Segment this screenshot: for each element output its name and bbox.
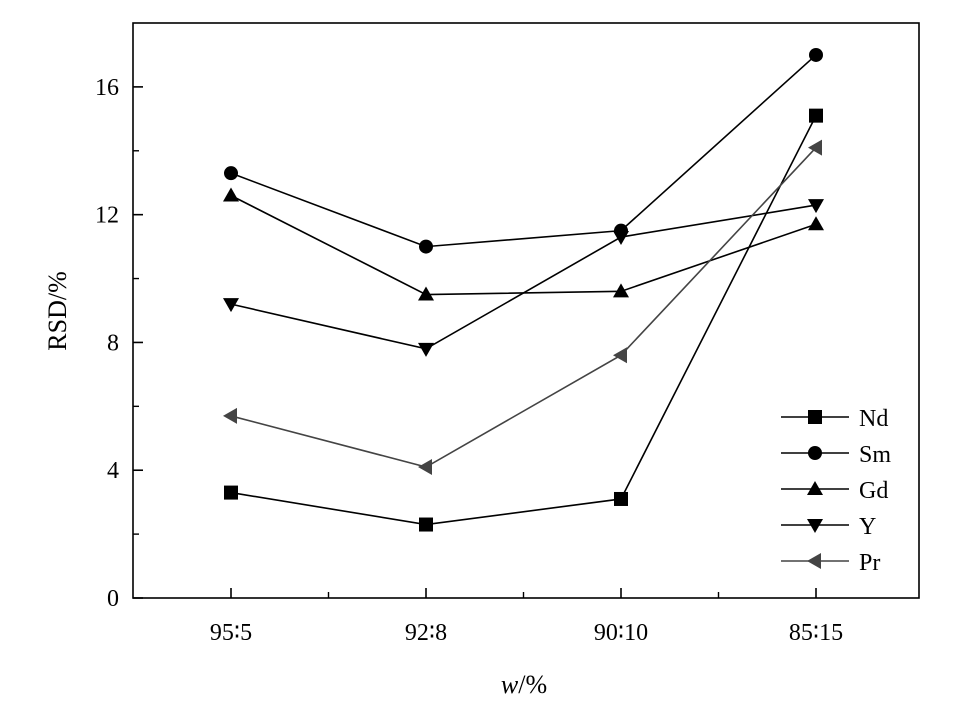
x-axis-title: w/%: [501, 670, 547, 699]
data-point: [224, 485, 238, 500]
series-nd: [224, 108, 823, 532]
series-y: [223, 199, 824, 357]
legend-label: Y: [859, 514, 876, 540]
series-line: [230, 204, 817, 350]
data-point: [613, 347, 627, 364]
y-tick-label: 16: [95, 75, 119, 101]
legend: Nd Sm Gd Y Pr: [781, 406, 891, 576]
legend-item: Pr: [781, 550, 880, 576]
y-axis-title: RSD/%: [43, 271, 72, 350]
x-tick-label: 95∶5: [210, 620, 252, 646]
data-point: [808, 199, 824, 214]
y-axis: 0 4 8 12 16: [95, 75, 143, 612]
legend-item: Y: [781, 514, 876, 540]
series-line: [230, 194, 817, 296]
plot-frame: [132, 22, 920, 599]
data-point: [613, 283, 629, 298]
series-pr: [223, 139, 822, 476]
legend-marker: [808, 446, 822, 460]
legend-marker: [807, 519, 823, 533]
legend-label: Gd: [859, 478, 888, 504]
legend-marker: [807, 481, 823, 495]
y-tick-label: 4: [107, 458, 119, 484]
data-point: [808, 139, 822, 156]
legend-label: Pr: [859, 550, 880, 576]
x-tick-label: 90∶10: [594, 620, 648, 646]
series-line: [230, 147, 817, 468]
data-point: [614, 491, 628, 506]
data-point: [809, 47, 823, 62]
data-point: [613, 231, 629, 246]
legend-marker: [808, 410, 822, 424]
series-line: [230, 115, 817, 526]
series-line: [230, 54, 817, 248]
y-tick-label: 8: [107, 330, 119, 356]
legend-label: Nd: [859, 406, 888, 432]
data-point: [419, 517, 433, 532]
series-sm: [224, 47, 823, 254]
y-tick-label: 12: [95, 203, 119, 229]
legend-marker: [807, 553, 821, 569]
legend-item: Gd: [781, 478, 888, 504]
data-point: [419, 239, 433, 254]
data-point: [809, 108, 823, 123]
data-point: [418, 459, 432, 476]
legend-item: Nd: [781, 406, 888, 432]
x-axis: 95∶5 92∶8 90∶10 85∶15: [210, 588, 843, 646]
series-layer: [223, 47, 824, 532]
data-point: [418, 286, 434, 301]
data-point: [223, 298, 239, 313]
data-point: [223, 187, 239, 202]
legend-label: Sm: [859, 442, 891, 468]
x-tick-label: 92∶8: [405, 620, 447, 646]
data-point: [224, 166, 238, 181]
data-point: [223, 407, 237, 424]
data-point: [418, 342, 434, 357]
legend-item: Sm: [781, 442, 891, 468]
y-tick-label: 0: [107, 586, 119, 612]
x-tick-label: 85∶15: [789, 620, 843, 646]
data-point: [808, 216, 824, 231]
